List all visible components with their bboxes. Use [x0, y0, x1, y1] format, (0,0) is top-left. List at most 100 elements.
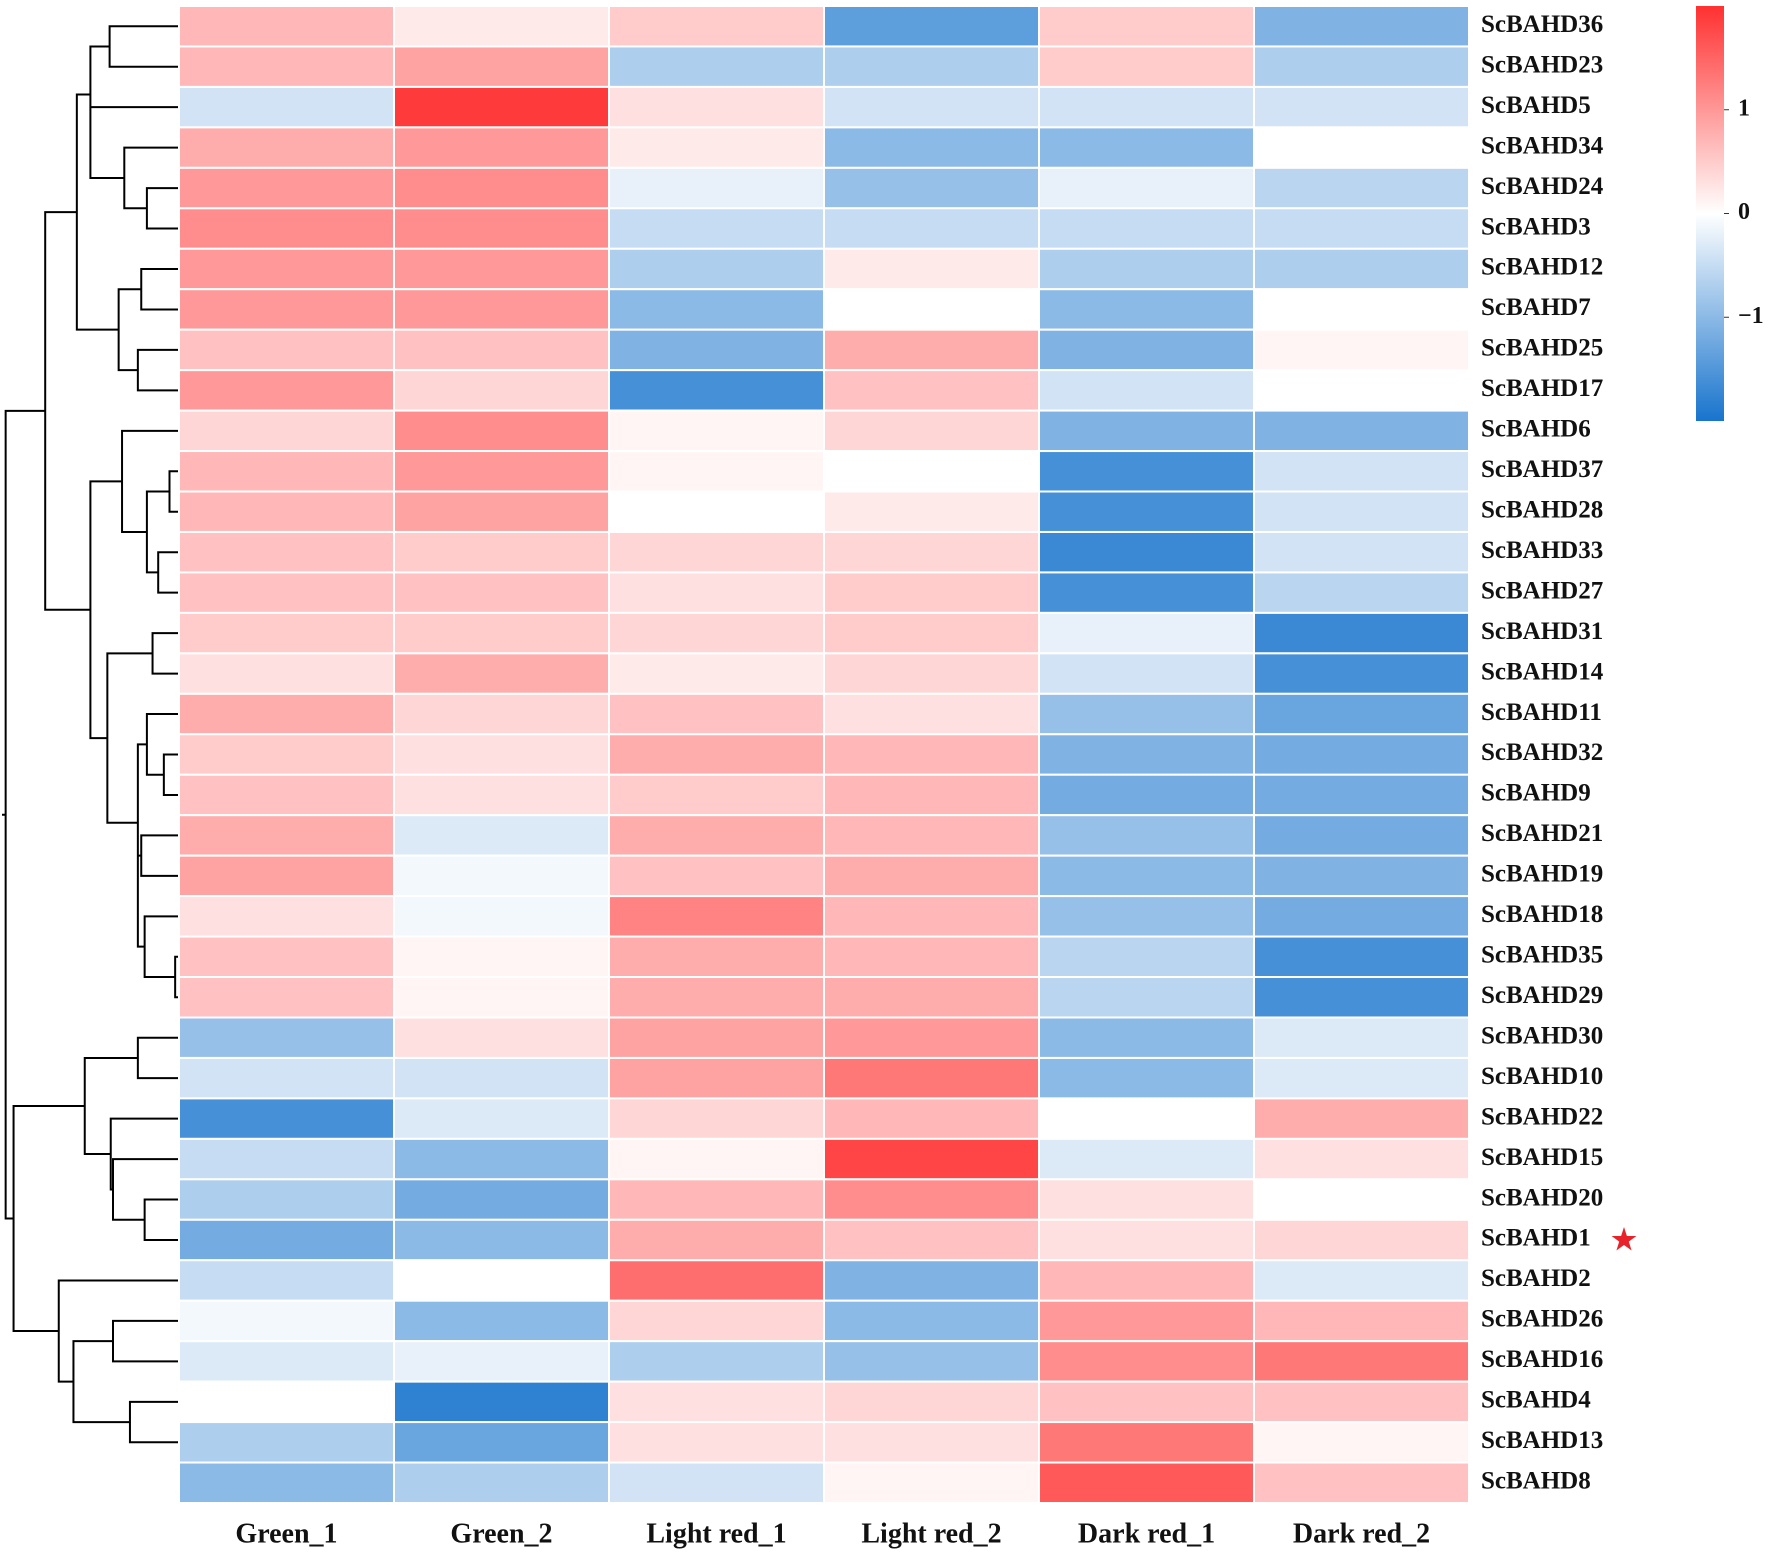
cell [1038, 1340, 1255, 1383]
cell [1038, 773, 1255, 817]
cell [178, 1016, 395, 1059]
cell [393, 733, 610, 776]
cell [178, 895, 395, 938]
cell [1253, 692, 1470, 736]
cell [823, 733, 1040, 776]
cell [608, 328, 825, 372]
cell [608, 5, 825, 48]
cell [393, 895, 610, 938]
cell [178, 1421, 395, 1464]
cell [823, 328, 1040, 372]
cell [178, 733, 395, 776]
row-label: ScBAHD27 [1481, 577, 1603, 604]
cell [1253, 571, 1470, 614]
cell [178, 1137, 395, 1181]
row-label: ScBAHD34 [1481, 132, 1604, 159]
cell [823, 652, 1040, 695]
row-label: ScBAHD23 [1481, 51, 1603, 78]
cell [178, 166, 395, 210]
cell [608, 126, 825, 169]
cell [393, 692, 610, 736]
cell [1038, 530, 1255, 574]
cell [823, 369, 1040, 412]
cell [823, 1218, 1040, 1262]
cell [823, 530, 1040, 574]
cell [1253, 1461, 1470, 1504]
cell [1253, 1056, 1470, 1100]
cell [1253, 652, 1470, 695]
color-bar [1696, 6, 1724, 421]
cell [608, 409, 825, 453]
cell [178, 490, 395, 533]
cell [608, 976, 825, 1019]
cell [1253, 85, 1470, 129]
cell [1038, 611, 1255, 655]
cell [608, 166, 825, 210]
row-label: ScBAHD17 [1481, 375, 1603, 402]
column-label: Dark red_1 [1078, 1518, 1215, 1549]
color-bar-tick-label: 0 [1738, 199, 1750, 225]
cell [393, 652, 610, 695]
cell [1253, 5, 1470, 48]
cell [1253, 369, 1470, 412]
row-label: ScBAHD8 [1481, 1468, 1591, 1495]
cell [823, 490, 1040, 533]
row-label: ScBAHD5 [1481, 92, 1591, 119]
cell [393, 409, 610, 453]
cell [823, 207, 1040, 250]
cell [608, 369, 825, 412]
cell [393, 773, 610, 817]
cell [393, 976, 610, 1019]
cell [1038, 652, 1255, 695]
cell [393, 450, 610, 493]
cell [393, 328, 610, 372]
cell [1253, 814, 1470, 857]
cell [1253, 1218, 1470, 1262]
row-label: ScBAHD24 [1481, 173, 1604, 200]
cell [1038, 247, 1255, 291]
column-label: Green_2 [450, 1518, 552, 1549]
cell [608, 490, 825, 533]
row-label: ScBAHD9 [1481, 780, 1591, 807]
cell [178, 1340, 395, 1383]
cell [1038, 692, 1255, 736]
row-label: ScBAHD15 [1481, 1144, 1603, 1171]
cell [1253, 1299, 1470, 1343]
cell [1253, 409, 1470, 453]
cell [393, 85, 610, 129]
row-label: ScBAHD25 [1481, 335, 1603, 362]
cell [823, 1137, 1040, 1181]
cell [1253, 1097, 1470, 1140]
cell [823, 935, 1040, 979]
cell [178, 1178, 395, 1221]
cell [178, 854, 395, 898]
row-label: ScBAHD21 [1481, 820, 1603, 847]
cell [608, 247, 825, 291]
cell [1038, 895, 1255, 938]
cell [393, 814, 610, 857]
cell [1038, 854, 1255, 898]
cell [1038, 1056, 1255, 1100]
highlight-star [1611, 1227, 1637, 1251]
cell [393, 1299, 610, 1343]
cell [608, 450, 825, 493]
row-label: ScBAHD14 [1481, 658, 1604, 685]
cell [393, 1380, 610, 1424]
cell [178, 288, 395, 331]
cell [608, 814, 825, 857]
cell [178, 1259, 395, 1302]
column-label: Green_1 [235, 1518, 337, 1549]
row-label: ScBAHD33 [1481, 537, 1603, 564]
cell [823, 1461, 1040, 1504]
cell [823, 1340, 1040, 1383]
cell [178, 976, 395, 1019]
cell [1253, 490, 1470, 533]
row-label: ScBAHD4 [1481, 1387, 1591, 1414]
cell [1038, 1259, 1255, 1302]
cell [393, 1259, 610, 1302]
cell [608, 288, 825, 331]
cell [1253, 1421, 1470, 1464]
cell [393, 207, 610, 250]
cell [393, 1056, 610, 1100]
cell [823, 409, 1040, 453]
